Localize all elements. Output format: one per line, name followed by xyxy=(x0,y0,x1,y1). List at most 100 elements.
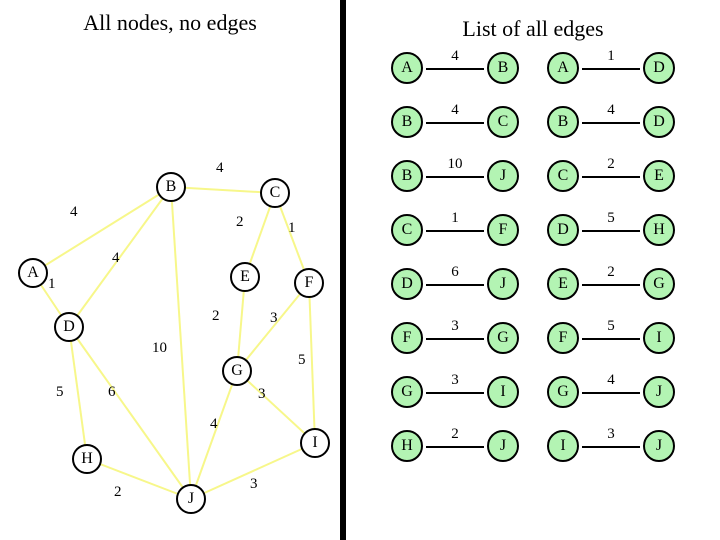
graph-node-F: F xyxy=(294,268,324,298)
edge-weight-label: 5 xyxy=(56,384,64,401)
table-edge-weight: 3 xyxy=(449,318,461,335)
graph-node-D: D xyxy=(54,312,84,342)
table-node: A xyxy=(391,52,423,84)
table-node: J xyxy=(643,376,675,408)
table-edge-weight: 4 xyxy=(605,102,617,119)
table-gap xyxy=(524,214,542,246)
edge-weight-label: 4 xyxy=(216,160,224,177)
edge-weight-label: 5 xyxy=(298,352,306,369)
table-node: H xyxy=(391,430,423,462)
table-node: D xyxy=(643,52,675,84)
graph-edge xyxy=(69,187,171,327)
table-node: D xyxy=(547,214,579,246)
table-edge-link: 5 xyxy=(584,214,638,246)
table-edge-link: 3 xyxy=(428,322,482,354)
table-edge-weight: 5 xyxy=(605,318,617,335)
edge-table: A4BA1DB4CB4DB10JC2EC1FD5HD6JE2GF3GF5IG3I… xyxy=(358,52,708,462)
edge-weight-label: 3 xyxy=(270,310,278,327)
container: All nodes, no edges ABCDEFGHIJ 414410215… xyxy=(0,0,720,540)
table-edge-link: 1 xyxy=(584,52,638,84)
left-panel: All nodes, no edges ABCDEFGHIJ 414410215… xyxy=(0,0,340,540)
table-edge-link: 4 xyxy=(428,52,482,84)
table-node: B xyxy=(547,106,579,138)
table-node: D xyxy=(643,106,675,138)
table-node: J xyxy=(487,268,519,300)
graph-node-E: E xyxy=(230,262,260,292)
table-edge-link: 4 xyxy=(428,106,482,138)
table-edge-weight: 6 xyxy=(449,264,461,281)
edge-weight-label: 4 xyxy=(112,250,120,267)
edge-weight-label: 1 xyxy=(48,276,56,293)
table-node: G xyxy=(487,322,519,354)
table-edge-weight: 1 xyxy=(605,48,617,65)
table-node: I xyxy=(643,322,675,354)
graph-edge xyxy=(171,187,191,499)
table-edge-link: 1 xyxy=(428,214,482,246)
table-edge-weight: 2 xyxy=(605,264,617,281)
table-node: B xyxy=(487,52,519,84)
table-edge-link: 3 xyxy=(584,430,638,462)
edge-weight-label: 1 xyxy=(288,220,296,237)
table-gap xyxy=(524,268,542,300)
table-node: I xyxy=(547,430,579,462)
table-gap xyxy=(524,106,542,138)
table-edge-weight: 4 xyxy=(449,102,461,119)
table-edge-link: 4 xyxy=(584,106,638,138)
table-node: C xyxy=(487,106,519,138)
table-node: C xyxy=(391,214,423,246)
edge-weight-label: 10 xyxy=(152,340,167,357)
graph-edge xyxy=(309,283,315,443)
edge-weight-label: 3 xyxy=(258,386,266,403)
graph-edge xyxy=(87,459,191,499)
table-edge-link: 2 xyxy=(428,430,482,462)
graph-node-G: G xyxy=(222,356,252,386)
table-edge-link: 4 xyxy=(584,376,638,408)
graph-node-A: A xyxy=(18,258,48,288)
table-node: G xyxy=(643,268,675,300)
edge-weight-label: 2 xyxy=(236,214,244,231)
table-node: D xyxy=(391,268,423,300)
graph-edge xyxy=(191,371,237,499)
graph-edges-svg xyxy=(0,0,340,540)
table-gap xyxy=(524,52,542,84)
table-node: J xyxy=(487,430,519,462)
table-node: E xyxy=(643,160,675,192)
edge-weight-label: 2 xyxy=(212,308,220,325)
table-edge-weight: 4 xyxy=(449,48,461,65)
table-gap xyxy=(524,322,542,354)
edge-weight-label: 6 xyxy=(108,384,116,401)
table-node: E xyxy=(547,268,579,300)
table-gap xyxy=(524,376,542,408)
table-node: H xyxy=(643,214,675,246)
table-node: C xyxy=(547,160,579,192)
graph-node-C: C xyxy=(260,178,290,208)
right-panel: List of all edges A4BA1DB4CB4DB10JC2EC1F… xyxy=(346,0,720,540)
edge-weight-label: 3 xyxy=(250,476,258,493)
table-edge-weight: 5 xyxy=(605,210,617,227)
table-edge-link: 5 xyxy=(584,322,638,354)
graph-node-I: I xyxy=(300,428,330,458)
table-edge-weight: 2 xyxy=(605,156,617,173)
table-node: F xyxy=(391,322,423,354)
table-gap xyxy=(524,430,542,462)
table-node: J xyxy=(487,160,519,192)
table-node: I xyxy=(487,376,519,408)
table-node: F xyxy=(547,322,579,354)
table-edge-weight: 1 xyxy=(449,210,461,227)
table-edge-link: 6 xyxy=(428,268,482,300)
table-edge-weight: 4 xyxy=(605,372,617,389)
graph-node-H: H xyxy=(72,444,102,474)
table-edge-link: 2 xyxy=(584,268,638,300)
edge-weight-label: 4 xyxy=(70,204,78,221)
table-node: J xyxy=(643,430,675,462)
table-edge-link: 2 xyxy=(584,160,638,192)
table-node: G xyxy=(391,376,423,408)
graph-edge xyxy=(33,187,171,273)
table-edge-weight: 3 xyxy=(605,426,617,443)
table-edge-link: 3 xyxy=(428,376,482,408)
table-edge-weight: 2 xyxy=(449,426,461,443)
table-node: B xyxy=(391,160,423,192)
table-edge-weight: 10 xyxy=(446,156,465,173)
graph-node-J: J xyxy=(176,484,206,514)
table-node: F xyxy=(487,214,519,246)
